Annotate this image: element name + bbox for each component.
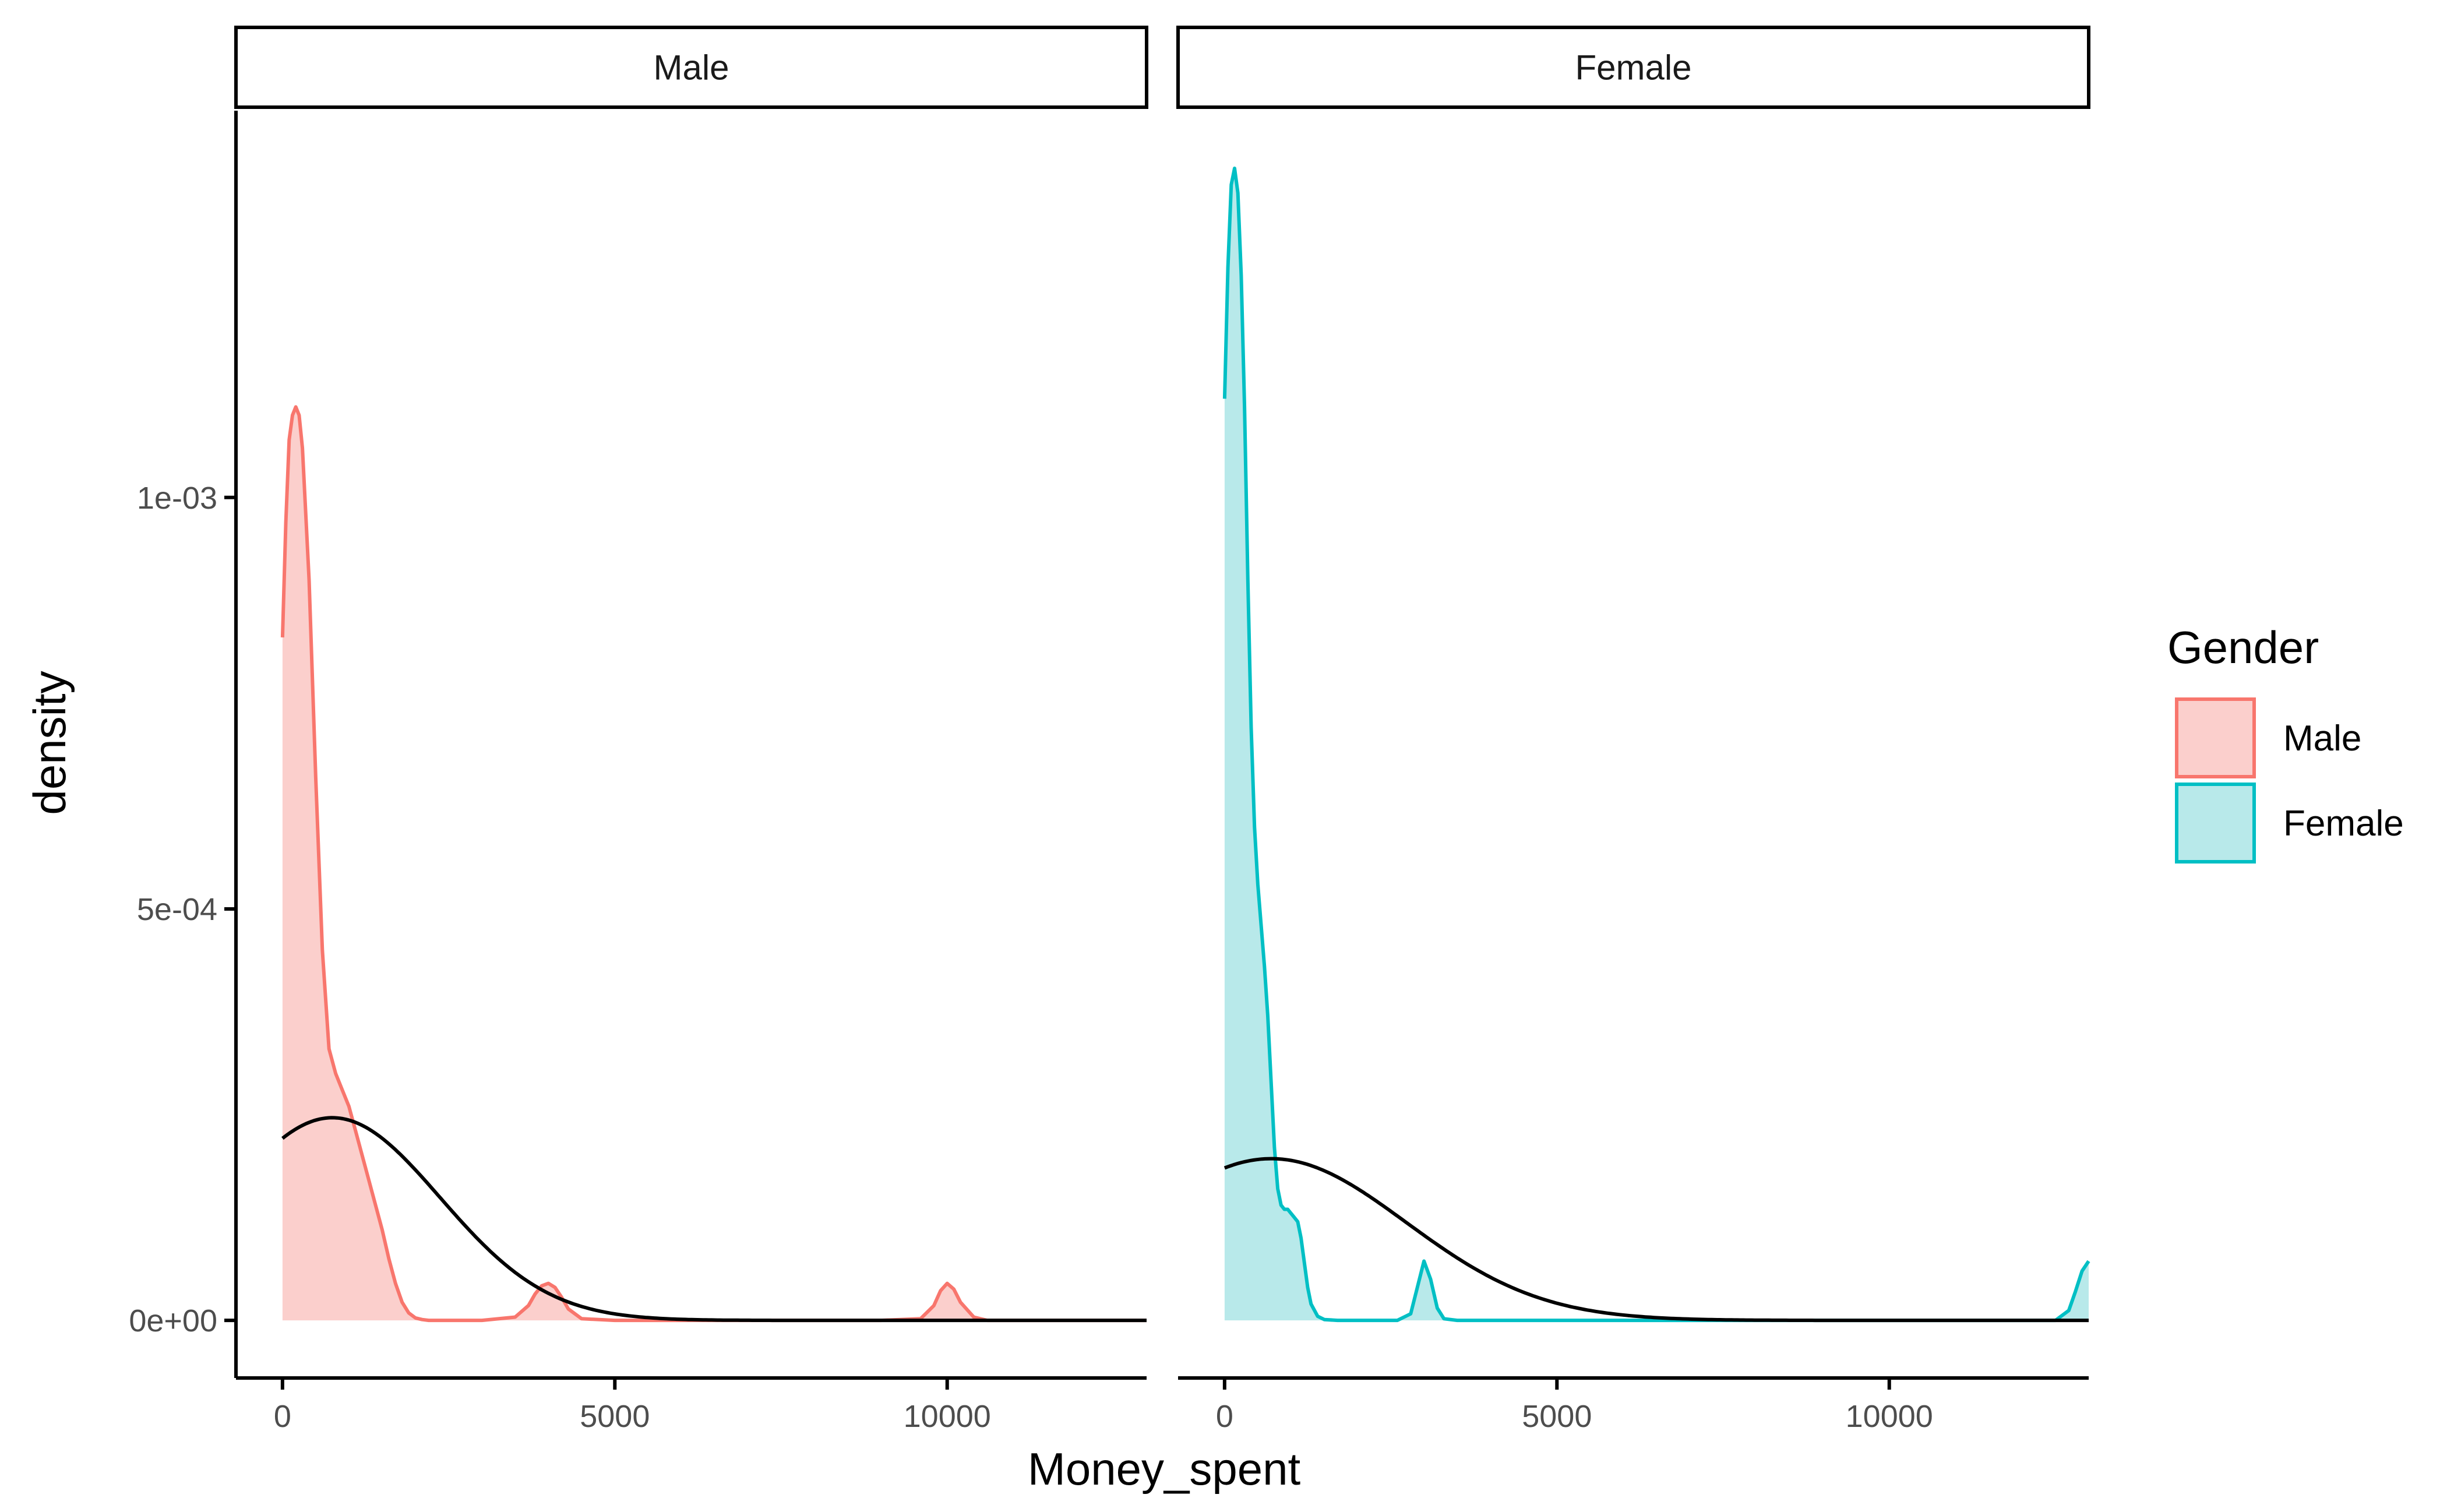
density-line-male [280, 405, 988, 1323]
legend-item-female: Female [2175, 783, 2404, 864]
facet-strip-box [234, 26, 1148, 109]
x-tick-label: 10000 [1846, 1399, 1933, 1434]
x-tick-label: 0 [1216, 1399, 1233, 1434]
normal-curve [281, 1116, 1147, 1323]
y-axis-title: density [24, 671, 75, 815]
legend-key [2175, 697, 2256, 778]
density-area-male [282, 407, 988, 1321]
facet-strip-label: Male [653, 48, 729, 87]
legend-key [2175, 783, 2256, 864]
x-tick-label: 10000 [904, 1399, 991, 1434]
legend-label: Male [2283, 718, 2361, 759]
facet-strip-box [1176, 26, 2090, 109]
legend-item-male: Male [2175, 697, 2361, 778]
legend-label: Female [2283, 803, 2404, 844]
density-area-female [1224, 168, 2089, 1321]
legend: Gender Male Female [2167, 622, 2404, 864]
y-tick-label: 5e-04 [137, 892, 217, 927]
x-axis-title: Money_spent [1028, 1443, 1301, 1495]
x-tick-label: 0 [274, 1399, 291, 1434]
y-tick-label: 0e+00 [129, 1303, 217, 1338]
facet-panel-male: Male 0e+00 5e-04 1e-03 0 5000 10000 [129, 26, 1148, 1434]
density-line-female [1222, 166, 2090, 1323]
x-tick-label: 5000 [580, 1399, 650, 1434]
y-tick-label: 1e-03 [137, 481, 217, 516]
facet-panel-female: Female 0 5000 10000 [1176, 26, 2090, 1434]
facet-strip-label: Female [1575, 48, 1691, 87]
x-tick-label: 5000 [1522, 1399, 1592, 1434]
facet-panels: Male 0e+00 5e-04 1e-03 0 5000 10000 Female 0 5000… [129, 26, 2090, 1434]
normal-curve [1224, 1157, 2089, 1323]
legend-title: Gender [2167, 622, 2319, 673]
